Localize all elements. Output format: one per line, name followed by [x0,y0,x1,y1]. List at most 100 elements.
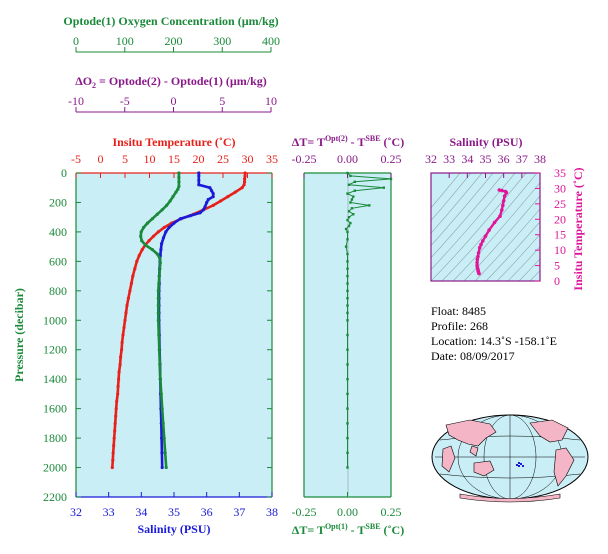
oxygen-profile-point [162,436,166,440]
oxygen-profile-point [150,217,154,221]
temperature-profile-point [133,267,137,271]
delta-t-top-tick-label: -0.25 [292,152,317,166]
delta-t-top-title-mid: - T [348,135,366,149]
temperature-profile-point [233,190,237,194]
oxygen-axis-title: Optode(1) Oxygen Concentration (µm/kg) [63,14,278,28]
pressure-axis-tick-label: 800 [49,284,67,298]
oxygen-profile-point [156,311,160,315]
temperature-profile-point [120,348,124,352]
delta-t-point [346,436,349,440]
oxygen-profile-point [157,333,161,337]
oxygen-axis: Optode(1) Oxygen Concentration (µm/kg) 0… [63,14,280,53]
temperature-profile-point [125,303,129,308]
ts-isopycnal-line [431,173,472,222]
delta-o2-title-rest: = Optode(2) - Optode(1) (µm/kg) [96,74,267,88]
ts-point [497,188,502,192]
temperature-profile-point [156,230,160,234]
delta-t-bottom-tick-label: 0.25 [381,505,402,519]
oxygen-profile-point [161,421,165,425]
salinity-axis-tick-label: 36 [201,505,213,519]
pressure-axis-tick-label: 1000 [43,313,67,327]
temperature-profile-point [219,199,223,203]
temperature-axis-tick-label: 10 [144,152,156,166]
temperature-profile-point [131,274,135,278]
salinity-profile-point [161,236,166,240]
delta-t-point [389,177,393,181]
temperature-profile-point [117,370,121,374]
oxygen-profile-point [150,248,154,252]
salinity-profile-point [210,189,214,193]
temperature-profile-point [116,384,120,389]
ts-temperature-tick-label: 15 [554,228,566,242]
delta-o2-axis-tick-label: -5 [120,94,130,108]
ts-isopycnal-line [431,173,527,281]
delta-o2-axis-tick-label: 5 [219,94,225,108]
delta-t-bottom-tick-label: 0.00 [337,505,358,519]
oxygen-profile-point [176,187,180,191]
delta-t-point [347,210,351,213]
temperature-profile-point [112,436,116,440]
delta-t-top-ticks: -0.25 0.00 0.25 [292,152,402,178]
ts-diagram-panel: Salinity (PSU) 32 33 34 35 36 37 38 Insitu Tem… [425,135,585,291]
salinity-axis-tick-label: 35 [168,505,180,519]
delta-t-series [344,171,393,469]
delta-t-point [346,230,349,234]
ts-point [475,257,480,262]
ts-point [479,242,483,247]
ts-salinity-tick-label: 37 [516,152,528,166]
salinity-profile-point [159,248,163,252]
oxygen-profile-point [157,348,161,352]
pressure-axis-tick-label: 200 [49,195,67,209]
location-text: Location: 14.3˚S -158.1˚E [431,334,557,348]
float-info-block: Float: 8485 Profile: 268 Location: 14.3˚… [431,304,557,364]
oxygen-profile-point [171,195,175,199]
float-id-text: Float: 8485 [431,304,487,318]
delta-t-point [350,207,354,210]
oxygen-axis-tick-label: 400 [262,34,280,48]
salinity-profile-point [208,186,212,190]
ts-temperature-tick-label: 30 [554,181,566,195]
ts-point [498,214,502,218]
profile-number-text: Profile: 268 [431,319,488,333]
ts-point [475,260,479,265]
delta-t-point [346,192,349,195]
delta-t-point [346,252,349,256]
delta-t-top-title: ΔT= TOpt(2) - TSBE (˚C) [292,134,404,149]
ts-isopycnal-contours [431,173,540,281]
ts-point [475,263,479,268]
ts-salinity-tick-label: 33 [443,152,455,166]
pressure-axis-tick-label: 1600 [43,402,67,416]
temperature-profile-point [243,171,247,175]
ts-salinity-title: Salinity (PSU) [449,135,522,149]
delta-o2-title-prefix: ΔO [75,74,92,88]
ts-point [492,220,497,225]
map-australia [473,460,495,477]
delta-o2-axis-ticks: -10 -5 0 5 10 [68,94,277,112]
oxygen-profile-line [139,173,181,468]
delta-t-point [346,238,349,241]
ts-isopycnal-line [431,173,516,270]
date-text: Date: 08/09/2017 [431,349,515,363]
temperature-profile-point [211,203,215,207]
oxygen-profile-point [158,377,162,381]
ts-isopycnal-line [431,173,505,259]
oxygen-profile-point [157,274,161,278]
ts-salinity-tick-label: 35 [480,152,492,166]
delta-o2-axis: ΔO2 = Optode(2) - Optode(1) (µm/kg) -10-… [68,74,277,113]
temperature-profile-point [147,239,151,243]
oxygen-profile-point [156,296,160,300]
oxygen-axis-tick-label: 0 [73,34,79,48]
delta-o2-axis-tick-label: -10 [68,94,84,108]
delta-t-point [382,186,385,189]
pressure-axis-tick-label: 600 [49,254,67,268]
temperature-profile-point [128,289,132,293]
pressure-axis-ticks: 0 200 400 600 800 1000 1200 1400 1600 1800 2000 220… [43,166,391,504]
temperature-axis-ticks: -5 0 5 10 15 20 25 30 35 [71,152,278,178]
ts-temperature-tick-label: 10 [554,243,566,257]
map-africa [441,445,456,473]
delta-t-point [346,218,349,222]
salinity-profile-point [167,225,171,230]
figure-content: Optode(1) Oxygen Concentration (µm/kg) 0… [12,14,589,537]
ts-point [500,208,504,212]
salinity-profile-point [160,436,164,440]
